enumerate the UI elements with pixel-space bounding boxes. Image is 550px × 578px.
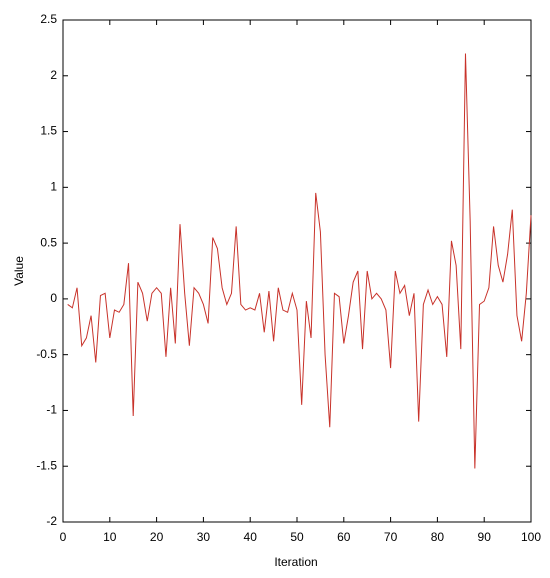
x-tick-label: 100	[521, 530, 541, 544]
x-tick-label: 90	[478, 530, 492, 544]
x-tick-label: 80	[431, 530, 445, 544]
y-tick-label: 2	[50, 68, 57, 82]
x-tick-label: 60	[337, 530, 351, 544]
x-tick-label: 70	[384, 530, 398, 544]
plot-frame	[62, 19, 532, 523]
y-tick-label: -2	[46, 514, 57, 528]
y-tick-label: -1	[46, 403, 57, 417]
data-line	[67, 53, 532, 469]
x-tick-label: 10	[103, 530, 117, 544]
x-tick-label: 20	[150, 530, 164, 544]
x-tick-label: 40	[244, 530, 258, 544]
x-tick-label: 0	[60, 530, 67, 544]
y-tick-label: 1.5	[40, 124, 57, 138]
y-axis-label: Value	[12, 256, 26, 286]
y-tick-label: 1	[50, 180, 57, 194]
y-tick-label: -1.5	[36, 458, 57, 472]
y-tick-label: 0.5	[40, 235, 57, 249]
y-tick-label: 0	[50, 291, 57, 305]
x-tick-label: 30	[197, 530, 211, 544]
x-axis-label: Iteration	[274, 555, 317, 569]
y-tick-label: 2.5	[40, 12, 57, 26]
y-tick-label: -0.5	[36, 347, 57, 361]
x-tick-label: 50	[290, 530, 304, 544]
